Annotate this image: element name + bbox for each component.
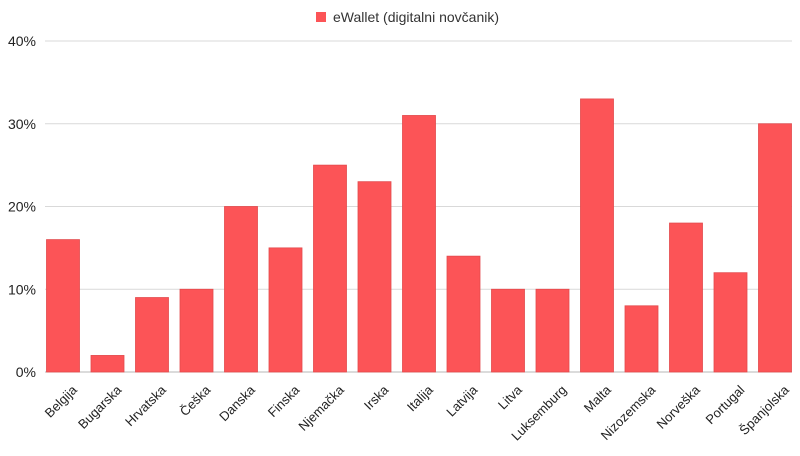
bar-nizozemska [624,305,659,373]
legend-label: eWallet (digitalni novčanik) [333,9,499,25]
x-tick-label: Norveška [653,382,703,432]
x-tick-label: Litva [495,382,526,413]
legend: eWallet (digitalni novčanik) [316,9,499,25]
legend-swatch [316,12,326,22]
x-tick-label: Belgija [42,382,81,421]
bar-češka [179,288,214,373]
bar-luksemburg [535,288,570,373]
x-tick-label: Irska [361,382,392,413]
bar-finska [268,247,303,373]
bar-belgija [46,239,80,373]
x-tick-label: Bugarska [75,382,125,432]
y-tick-label: 0% [16,364,36,380]
y-tick-label: 10% [8,281,36,297]
bar-portugal [713,272,748,373]
x-tick-label: Češka [177,382,214,419]
x-tick-label: Italija [404,382,437,415]
x-tick-label: Njemačka [295,382,347,434]
x-tick-label: Hrvatska [122,382,169,429]
bar-italija [402,115,436,373]
bars [46,98,792,373]
x-tick-label: Latvija [443,382,481,420]
bar-španjolska [758,123,792,373]
y-tick-label: 20% [8,199,36,215]
x-tick-label: Malta [581,382,615,416]
x-tick-label: Finska [265,382,303,420]
bar-njemačka [313,164,347,373]
bar-latvija [446,255,481,373]
bar-hrvatska [135,297,169,373]
y-tick-label: 40% [8,33,36,49]
x-tick-label: Danska [216,382,258,424]
y-axis: 0% 10% 20% 30% 40% [8,33,36,380]
x-tick-label: Portugal [703,382,748,427]
x-tick-label: Španjolska [736,382,792,438]
bar-danska [224,206,258,373]
y-tick-label: 30% [8,116,36,132]
bar-malta [580,98,614,373]
bar-norveška [669,222,703,373]
bar-bugarska [90,355,125,373]
bar-litva [491,288,525,373]
bar-irska [357,181,392,373]
